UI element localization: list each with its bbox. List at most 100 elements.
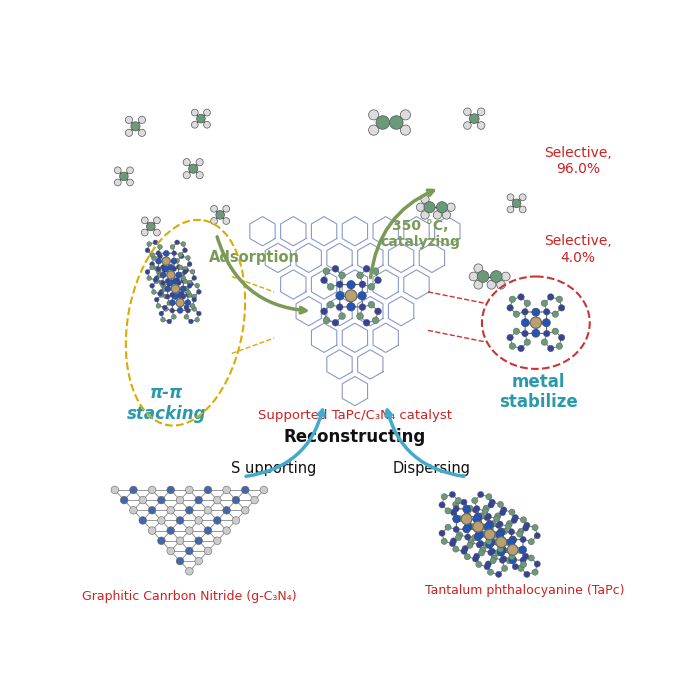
Circle shape [156,270,161,274]
Circle shape [161,284,165,288]
Circle shape [158,517,165,524]
Circle shape [467,542,473,548]
Circle shape [167,507,174,514]
Circle shape [211,205,218,212]
Text: Adsorption: Adsorption [209,250,300,265]
Circle shape [507,304,513,311]
Circle shape [204,527,212,534]
Circle shape [488,528,494,535]
Circle shape [478,513,484,519]
Circle shape [183,159,190,166]
Circle shape [552,328,559,335]
Circle shape [543,330,550,337]
Circle shape [490,558,496,564]
Circle shape [177,307,183,314]
Circle shape [524,339,531,345]
Circle shape [160,281,165,285]
Circle shape [159,311,164,316]
Circle shape [552,311,559,317]
Circle shape [196,159,203,166]
Circle shape [162,287,167,291]
Circle shape [445,524,451,531]
Circle shape [463,122,471,130]
Circle shape [241,486,249,493]
Circle shape [184,286,189,291]
Circle shape [541,300,547,307]
Circle shape [477,271,489,282]
Circle shape [204,109,211,116]
Circle shape [461,514,472,524]
Circle shape [451,510,456,516]
Circle shape [487,280,496,289]
Circle shape [520,536,526,542]
Circle shape [195,317,200,322]
Circle shape [197,290,201,294]
Circle shape [150,284,155,288]
Circle shape [147,241,151,246]
Circle shape [176,517,184,524]
Circle shape [442,211,451,219]
Circle shape [522,309,528,315]
Circle shape [497,501,503,508]
Circle shape [447,203,455,211]
Circle shape [543,309,550,315]
Circle shape [127,179,134,186]
Circle shape [528,555,534,561]
Circle shape [223,507,230,514]
Circle shape [186,293,190,297]
Circle shape [483,542,489,548]
Circle shape [509,556,517,564]
Circle shape [176,496,184,504]
Circle shape [496,522,502,528]
Circle shape [153,217,160,224]
Circle shape [491,555,497,561]
Circle shape [345,290,357,302]
Circle shape [368,284,374,290]
Circle shape [470,114,479,123]
Circle shape [482,524,488,531]
Circle shape [346,281,356,289]
Circle shape [180,286,186,292]
Circle shape [150,265,155,270]
Circle shape [153,240,158,245]
Circle shape [339,272,346,279]
Circle shape [148,527,156,534]
Circle shape [497,546,503,552]
Circle shape [463,525,470,533]
Circle shape [520,561,526,568]
Circle shape [523,525,528,531]
Circle shape [464,523,472,531]
Circle shape [179,254,184,258]
Circle shape [167,281,172,286]
Circle shape [159,290,164,294]
Circle shape [436,202,447,213]
Circle shape [139,496,146,504]
Circle shape [532,308,540,316]
Circle shape [469,272,478,281]
Text: S upporting: S upporting [232,461,316,477]
Circle shape [400,110,410,120]
Circle shape [487,569,494,575]
Circle shape [477,122,485,130]
Circle shape [159,280,164,285]
Circle shape [155,258,162,264]
Circle shape [164,294,168,299]
Circle shape [168,280,174,286]
Circle shape [204,547,212,554]
Circle shape [170,273,175,278]
Circle shape [186,290,190,295]
Circle shape [477,540,484,547]
Circle shape [518,566,524,571]
Circle shape [178,265,183,270]
Circle shape [169,300,176,306]
Circle shape [328,284,334,290]
Circle shape [507,335,513,341]
Circle shape [372,268,379,274]
Text: 350 °C,
catalyzing: 350 °C, catalyzing [380,219,461,249]
Circle shape [176,281,181,285]
Circle shape [151,256,156,260]
Circle shape [486,521,493,528]
Circle shape [328,301,334,308]
Circle shape [532,524,538,531]
Circle shape [473,522,484,532]
